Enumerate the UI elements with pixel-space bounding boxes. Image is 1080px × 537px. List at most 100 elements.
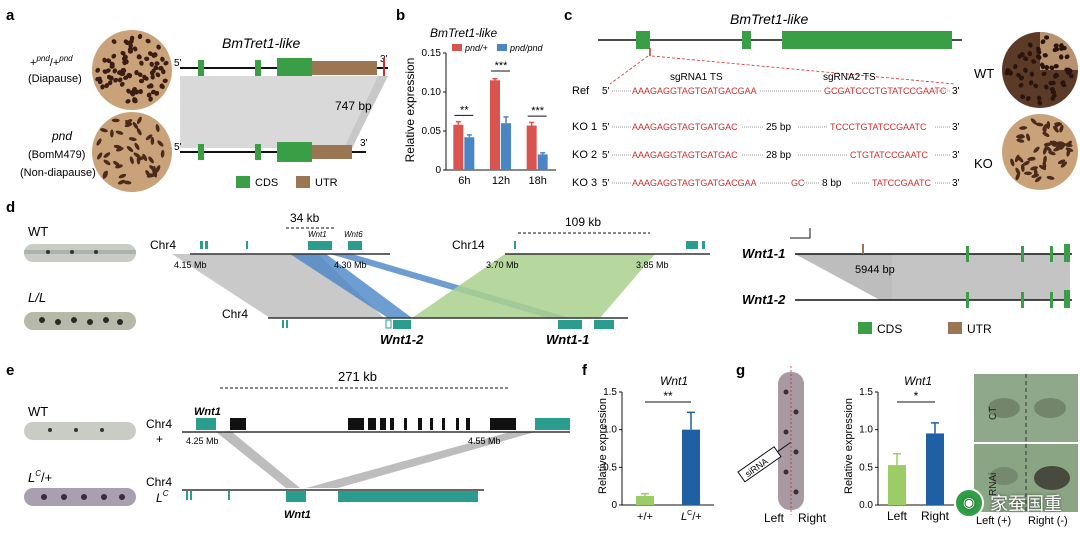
wing-disc-images [974,374,1078,512]
egg [1020,164,1025,172]
x-tick-label: LC/+ [681,510,702,523]
kb271-label: 271 kb [338,369,377,384]
egg [162,78,168,84]
y-tick-label: 1.5 [603,387,617,398]
panel-e: e WT LC/+ 271 kb Wnt1 Chr4 + 4.25 Mb [6,362,570,521]
chr14-label: Chr14 [452,238,485,252]
egg [1026,133,1031,142]
g-larva-photo [778,366,804,515]
panel-b-letter: b [396,7,405,24]
y-tick-label: 1.0 [859,425,873,436]
egg [129,156,134,165]
egg [105,68,111,73]
egg [1013,64,1018,70]
legend-utr-label: UTR [315,177,338,189]
panel-a-wt-phenotype: (Diapause) [28,73,82,85]
three-prime: 3' [952,178,960,189]
sgrna2-label: sgRNA2 TS [823,72,876,83]
egg [1018,82,1024,88]
egg [103,152,111,158]
wt-cds-exon [198,60,204,76]
panel-c-gene-title: BmTret1-like [730,11,809,27]
egg [1023,67,1028,73]
egg [155,165,161,173]
egg [111,39,117,44]
egg [1046,121,1051,130]
egg [160,149,165,158]
significance-mark: ** [663,389,673,403]
egg [112,68,118,74]
egg [107,80,113,86]
egg [1043,155,1047,164]
significance-mark: *** [531,105,545,117]
egg [109,75,114,81]
row-name: KO 3 [572,177,597,189]
diapause-eggs-photo [92,30,172,110]
deletion-size-label: 747 bp [335,99,372,113]
egg [1004,69,1010,74]
egg [160,56,165,62]
y-tick-label: 0 [435,165,441,176]
legend-pnd-pnd-swatch [497,44,507,51]
kb34-label: 34 kb [290,211,320,225]
e-chr4-bottom-label: Chr4 [146,475,172,489]
egg [1049,140,1057,147]
e-chr4-top-label: Chr4 [146,417,172,431]
egg [123,180,132,185]
tick-4-15: 4.15 Mb [174,260,207,270]
egg [1054,121,1061,129]
watermark: ◉ 家蚕国重 [954,488,1062,518]
egg [138,78,145,84]
egg [149,83,154,89]
egg [163,60,169,66]
seq-insert: GC [791,178,805,188]
panel-g-chart: 0.0 0.5 1.0 1.5 Left Right * [859,387,954,523]
egg [1058,54,1064,60]
egg [154,61,160,66]
egg [122,54,128,60]
egg [111,53,117,59]
egg [97,152,103,160]
significance-mark: * [914,389,919,403]
egg [1060,161,1068,168]
egg [1028,80,1034,86]
panel-a-three-prime-bottom: 3' [360,138,368,149]
panel-d: d WT L/L Chr4 Wnt1 Wnt6 34 kb 4.15 Mb 4.… [6,199,1072,347]
egg [95,67,101,73]
mut-cds-exon [277,142,312,162]
mut-cds-exon [255,144,261,160]
y-tick-label: 0.5 [859,462,873,473]
x-tick-label: Left [887,509,908,523]
wt-larva-photo [24,244,136,262]
egg [1035,46,1041,52]
e-shading-left [216,432,300,488]
g-right-label: Right [798,511,827,525]
five-prime: 5' [602,150,610,161]
zoom-line-left [609,55,649,85]
egg [1022,160,1030,166]
panel-c-exon [742,31,751,49]
legend-pnd-pnd-label: pnd/pnd [509,43,544,53]
wt-cds-exon [277,58,312,78]
egg [125,119,133,125]
three-prime: 3' [952,122,960,133]
egg [1048,150,1056,156]
seq-left: AAAGAGGTAGTGATGAC [632,122,738,132]
egg [1015,167,1021,175]
egg [1033,146,1040,153]
bar [682,429,700,505]
egg [117,77,123,83]
egg [1033,83,1039,89]
bar [636,495,654,505]
y-tick-label: 0.5 [603,462,617,473]
tick-3-70: 3.70 Mb [486,260,519,270]
egg [136,116,142,125]
egg [1036,95,1042,101]
panel-a-wt-genotype: +pnd/+pnd [30,54,73,69]
panel-c: c BmTret1-like sgRNA1 TS sgRNA2 TS Ref 5'… [564,7,1078,190]
egg [1016,138,1025,143]
panel-g-letter: g [736,362,745,379]
wt-utr [312,61,377,75]
panel-d-ll-label: L/L [28,290,46,305]
